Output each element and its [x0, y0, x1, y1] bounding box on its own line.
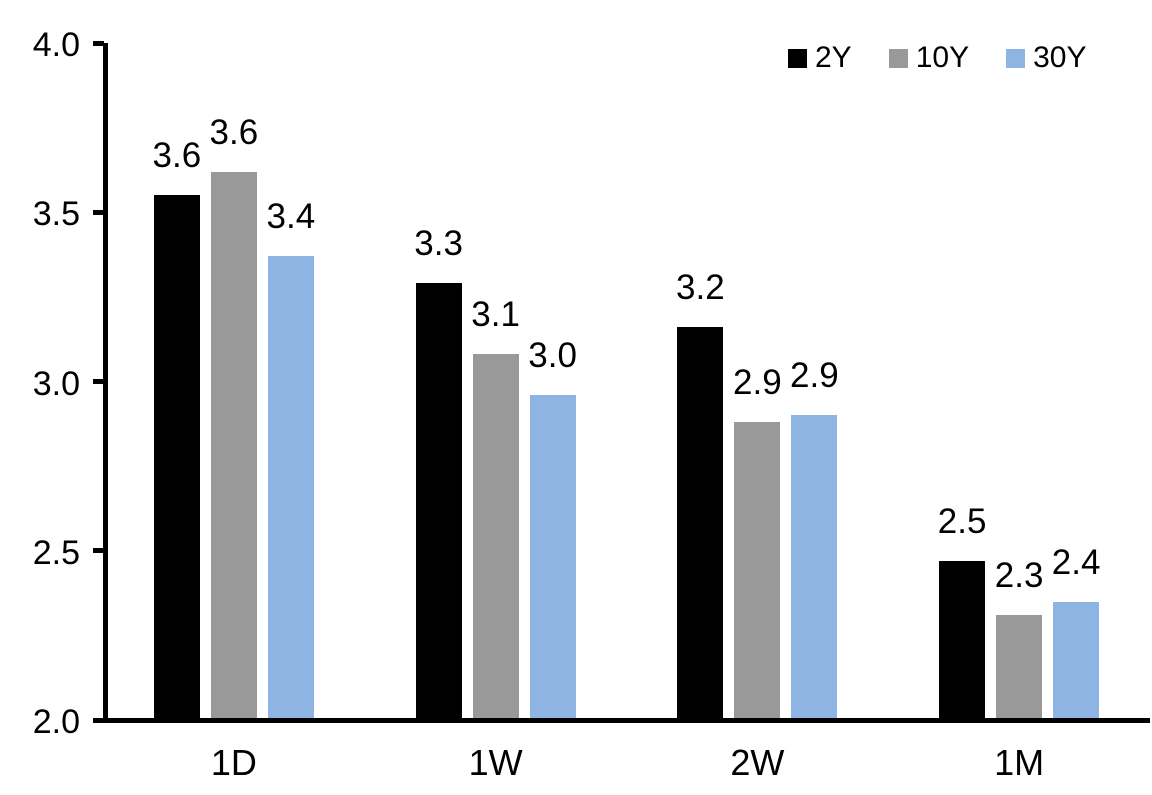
legend-item-10y: 10Y: [888, 41, 970, 74]
bar-30y-1d: [267, 256, 314, 720]
bar-value-label-30y-1m: 2.4: [1051, 542, 1101, 582]
bar-30y-2w: [791, 415, 838, 720]
bar-10y-1w: [472, 354, 519, 720]
bar-value-label-2y-2w: 3.2: [676, 268, 725, 308]
y-axis-tick: [93, 379, 104, 384]
x-axis-line: [93, 718, 1150, 723]
y-tick-label: 4.0: [32, 26, 80, 64]
y-tick-label: 2.5: [32, 533, 80, 572]
y-axis-tick: [93, 40, 104, 46]
legend-swatch-2y-icon: [788, 48, 807, 68]
y-axis-tick: [93, 717, 104, 723]
bar-value-label-2y-1m: 2.5: [937, 501, 987, 541]
x-category-label-1m: 1M: [994, 742, 1045, 783]
chart-legend: 2Y 10Y 30Y: [788, 42, 1086, 74]
bar-value-label-10y-1m: 2.3: [994, 556, 1044, 596]
bar-30y-1w: [529, 395, 576, 720]
bar-10y-2w: [734, 422, 781, 720]
bar-2y-1m: [939, 560, 986, 720]
bar-value-label-30y-1w: 3.0: [528, 336, 577, 376]
x-category-label-1d: 1D: [210, 742, 257, 783]
legend-swatch-30y-icon: [1006, 48, 1026, 68]
bar-value-label-30y-1d: 3.4: [266, 197, 316, 237]
bar-value-label-2y-1d: 3.6: [152, 136, 202, 176]
legend-swatch-10y-icon: [888, 48, 908, 68]
bar-10y-1m: [996, 615, 1043, 720]
x-category-label-2w: 2W: [730, 742, 785, 783]
y-tick-label: 3.0: [32, 364, 80, 403]
bar-value-label-2y-1w: 3.3: [414, 224, 463, 264]
bar-value-label-10y-1w: 3.1: [471, 295, 520, 335]
legend-label-10y: 10Y: [915, 41, 970, 74]
bar-2y-1d: [153, 195, 200, 720]
bar-value-label-10y-2w: 2.9: [733, 363, 782, 403]
y-tick-label: 3.5: [32, 195, 80, 234]
legend-item-30y: 30Y: [1006, 42, 1086, 74]
y-axis-tick: [93, 209, 104, 215]
legend-label-2y: 2Y: [815, 41, 852, 74]
plot-area: 3.6 3.6 3.4 1D 3.3 3.1 3.0 1W 3.2 2.9 2.9 2W 2.5 2.3 2…: [103, 43, 1150, 782]
bar-value-label-30y-2w: 2.9: [790, 356, 839, 396]
y-axis-line: [103, 43, 108, 723]
y-tick-label: 2.0: [32, 703, 80, 741]
bar-2y-1w: [415, 283, 462, 720]
bar-value-label-10y-1d: 3.6: [209, 112, 259, 152]
legend-label-30y: 30Y: [1033, 41, 1087, 74]
bar-30y-1m: [1053, 601, 1100, 720]
x-category-label-1w: 1W: [468, 742, 523, 783]
bar-10y-1d: [210, 171, 257, 720]
y-axis-tick: [93, 548, 104, 554]
bar-2y-2w: [677, 327, 724, 720]
legend-item-2y: 2Y: [788, 42, 852, 74]
